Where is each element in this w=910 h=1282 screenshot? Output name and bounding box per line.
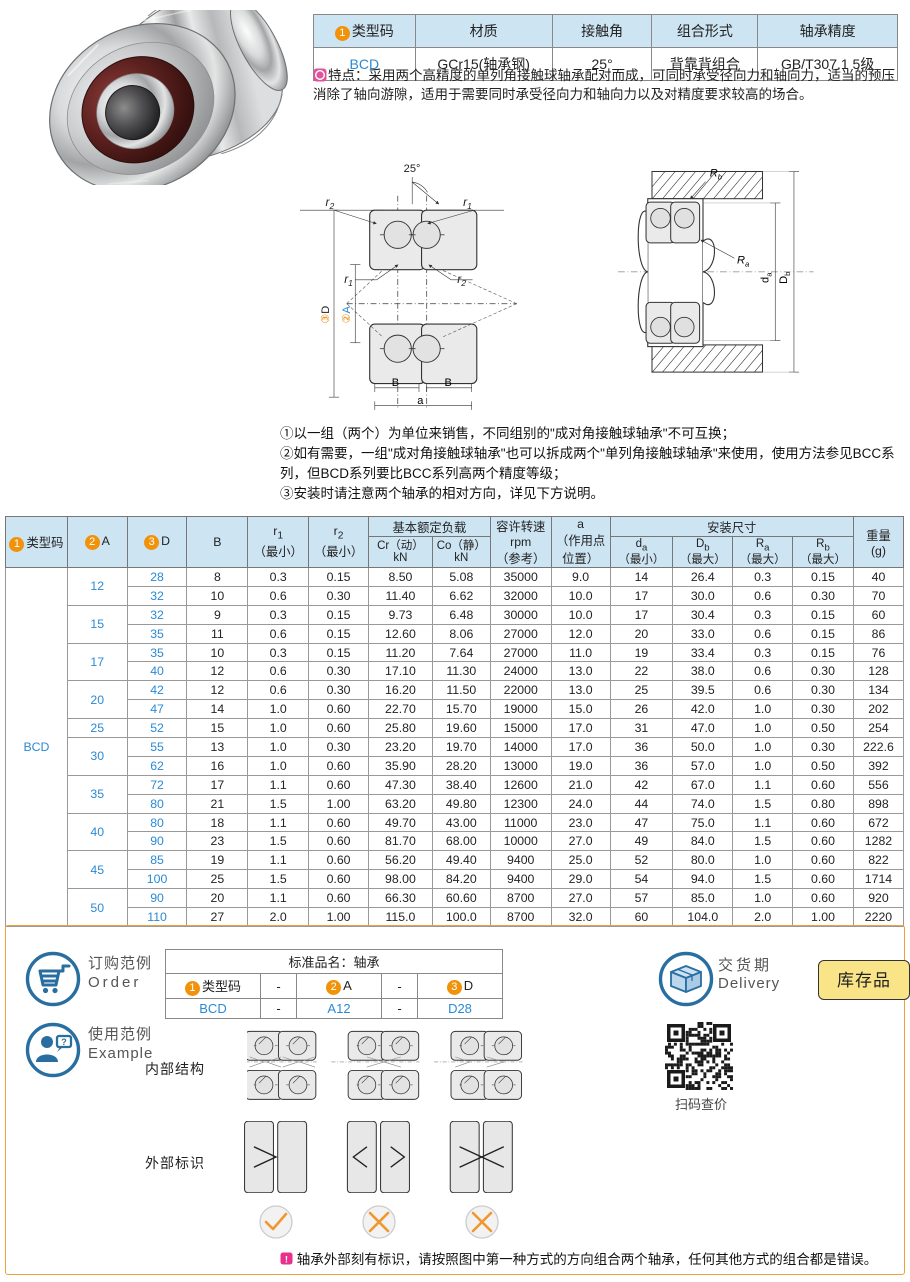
- svg-text:Db: Db: [778, 272, 792, 284]
- svg-text:③D: ③D: [320, 306, 332, 324]
- svg-text:②A: ②A: [341, 305, 353, 323]
- svg-text:25°: 25°: [404, 163, 421, 175]
- svg-text:r2: r2: [326, 195, 335, 211]
- svg-text:r1: r1: [344, 272, 353, 288]
- svg-text:r1: r1: [463, 195, 472, 211]
- svg-text:Ra: Ra: [737, 254, 749, 268]
- svg-text:da: da: [759, 272, 773, 283]
- svg-text:B: B: [392, 377, 399, 389]
- svg-text:?: ?: [61, 1037, 67, 1047]
- svg-text:B: B: [445, 377, 452, 389]
- svg-text:a: a: [417, 395, 424, 407]
- svg-text:Rb: Rb: [710, 168, 723, 182]
